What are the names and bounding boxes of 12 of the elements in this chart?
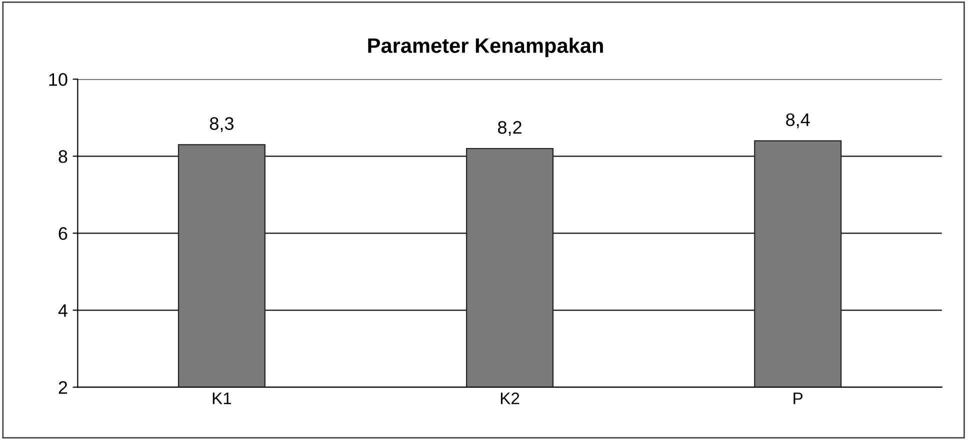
data-label: 8,2 [498, 121, 522, 136]
y-tick-label: 8 [58, 150, 68, 163]
y-tick-label: 10 [49, 73, 68, 86]
y-tick-label: 6 [58, 227, 68, 240]
x-tick-label: K2 [500, 392, 520, 404]
x-tick-label: K1 [212, 392, 232, 404]
data-label: 8,3 [210, 117, 234, 132]
data-label: 8,4 [786, 113, 810, 128]
chart-title: Parameter Kenampakan [368, 38, 603, 58]
x-tick-label: P [794, 392, 803, 404]
y-tick-label: 4 [58, 304, 68, 317]
y-tick-label: 2 [58, 381, 68, 394]
